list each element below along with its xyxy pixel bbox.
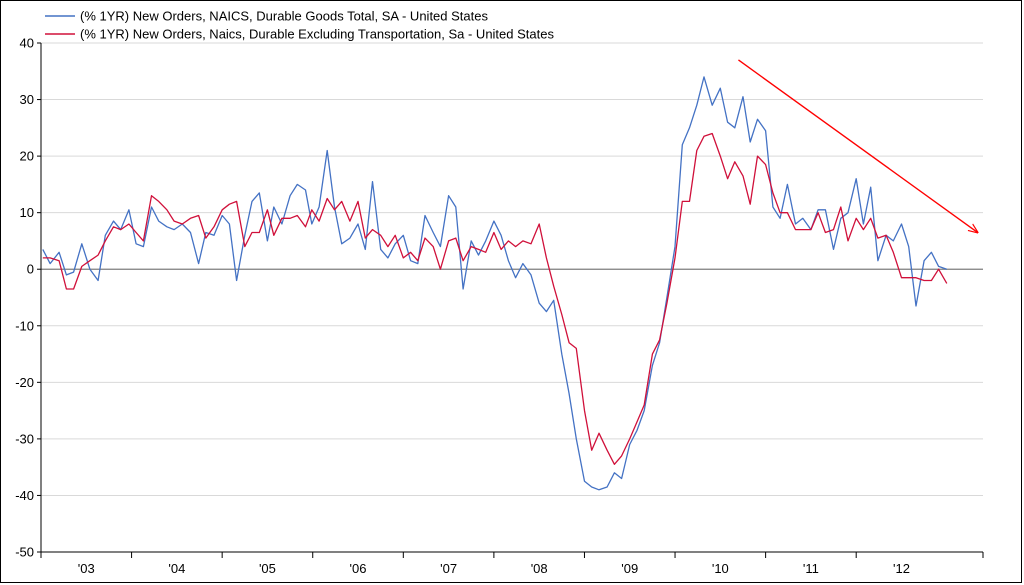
- plot-area: [41, 43, 983, 552]
- y-tick-label-40: 40: [20, 36, 34, 51]
- trend-arrow-0: [738, 59, 977, 232]
- y-tick-label-10: 10: [20, 205, 34, 220]
- y-tick-labels: 40 30 20 10 0 -10 -20 -30 -40 -50: [15, 36, 34, 560]
- series-line-durable-goods-total: [42, 76, 948, 491]
- x-tick-label-07: '07: [440, 561, 457, 576]
- x-tick-label-10: '10: [712, 561, 729, 576]
- x-tick-label-06: '06: [350, 561, 367, 576]
- annotations: [738, 59, 977, 232]
- x-tick-labels: '03 '04 '05 '06 '07 '08 '09 '10 '11 '12: [40, 552, 910, 576]
- y-tick-label-50: -50: [15, 545, 34, 560]
- y-tick-label-30: 30: [20, 92, 34, 107]
- series-line-durable-excluding-transportation: [42, 132, 948, 465]
- series-lines: [42, 76, 948, 491]
- y-tick-label-20: 20: [20, 149, 34, 164]
- x-tick-label-05: '05: [259, 561, 276, 576]
- axes: [40, 43, 984, 558]
- y-tick-label-20: -20: [15, 375, 34, 390]
- legend-entry-durable-excluding-transportation: (% 1YR) New Orders, Naics, Durable Exclu…: [80, 27, 554, 42]
- x-tick-label-11: '11: [803, 561, 819, 576]
- y-tick-label-30: -30: [15, 431, 34, 446]
- x-tick-label-09: '09: [621, 561, 638, 576]
- y-tick-label-40: -40: [15, 488, 34, 503]
- y-tick-label-10: -10: [15, 318, 34, 333]
- x-tick-label-08: '08: [531, 561, 548, 576]
- legend-entry-durable-goods-total: (% 1YR) New Orders, NAICS, Durable Goods…: [80, 9, 488, 24]
- x-tick-label-03: '03: [78, 561, 95, 576]
- y-tick-label-0: 0: [27, 262, 34, 277]
- x-tick-label-04: '04: [168, 561, 185, 576]
- legend: (% 1YR) New Orders, NAICS, Durable Goods…: [45, 9, 554, 42]
- x-tick-label-12: '12: [893, 561, 910, 576]
